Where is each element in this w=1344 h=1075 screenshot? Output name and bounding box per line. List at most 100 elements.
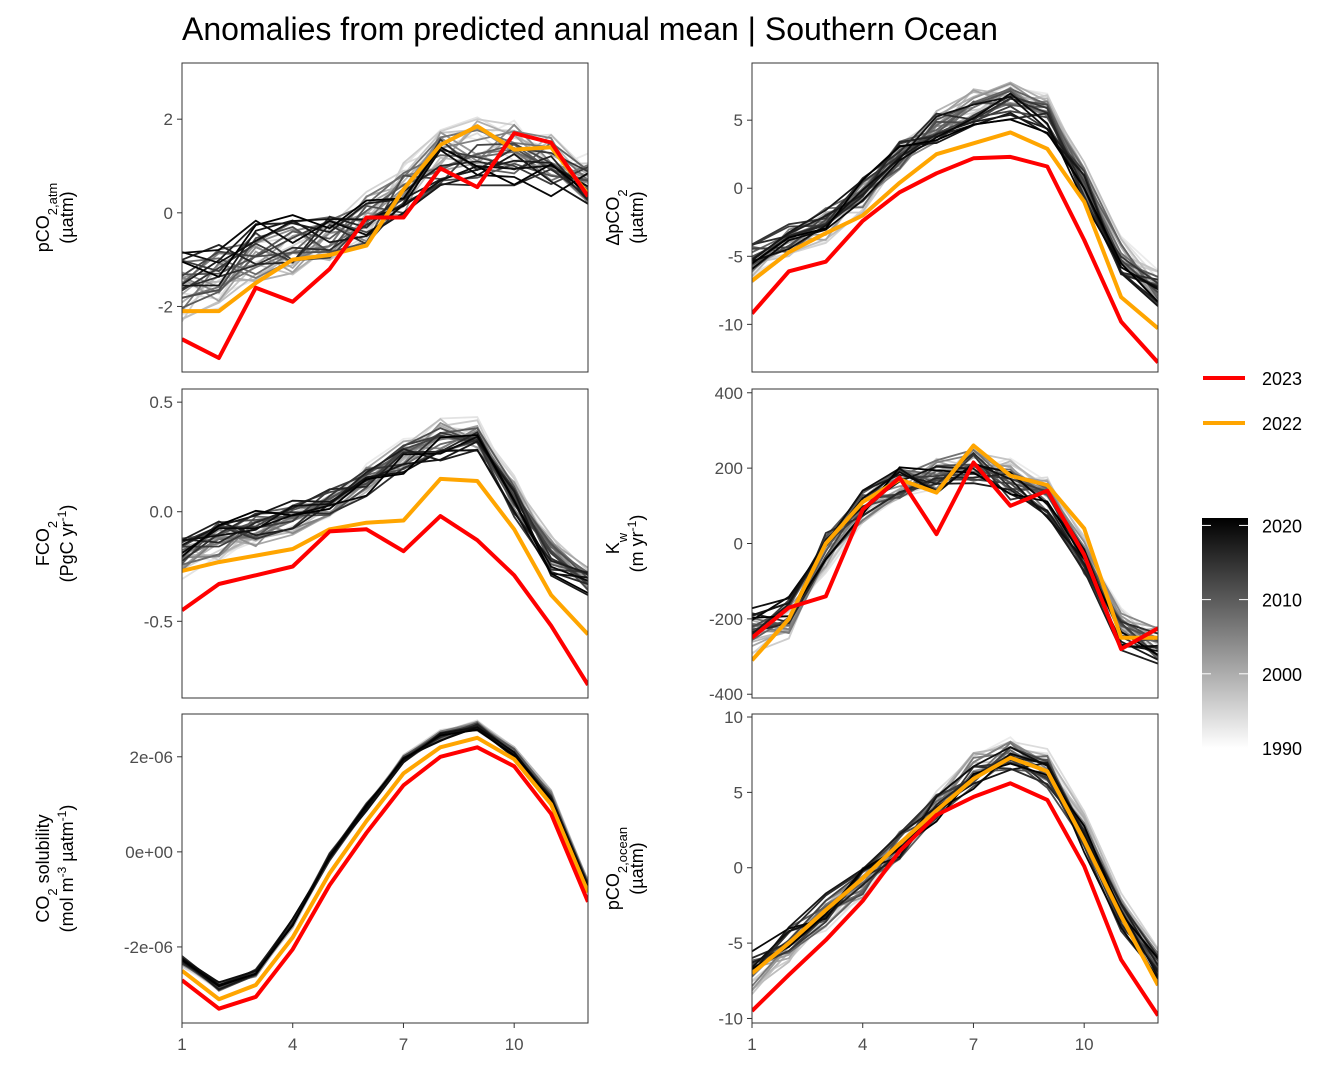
panel-frame (751, 388, 1159, 699)
year-line-1994 (752, 457, 1158, 654)
year-line-1994 (182, 419, 588, 572)
year-line-1997 (752, 745, 1158, 991)
year-line-2002 (182, 127, 588, 288)
year-line-2015 (752, 97, 1158, 281)
y-axis-title-line1: Kw (603, 532, 630, 554)
y-tick-label: 0 (734, 179, 743, 198)
year-line-1991 (182, 719, 588, 989)
year-line-2016 (182, 155, 588, 266)
year-line-2021 (182, 728, 588, 988)
y-tick-label: 5 (734, 783, 743, 802)
y-axis-title-line2: (µatm) (627, 191, 647, 243)
plot-area (182, 719, 588, 1011)
series-line-2022 (752, 755, 1158, 987)
series-line-2023 (182, 131, 588, 360)
year-line-1991 (752, 455, 1158, 646)
y-axis-title: CO2 solubility(mol m-3 µatm-1) (33, 805, 77, 933)
panel-pco2atm: -2 0 2 pCO2,atm(µatm) (33, 62, 589, 373)
y-axis-title: FCO2(PgC yr-1) (33, 505, 77, 583)
colorbar-label-1990: 1990 (1262, 739, 1302, 759)
series-line-2023 (752, 781, 1158, 1017)
colorbar-label-2000: 2000 (1262, 665, 1302, 685)
y-axis-title: ΔpCO2(µatm) (603, 189, 647, 245)
y-tick-label: -400 (709, 685, 743, 704)
year-line-1990 (752, 457, 1158, 641)
y-axis-title-line2: (m yr-1) (625, 515, 647, 573)
year-line-2013 (752, 105, 1158, 305)
series-line-2023 (752, 460, 1158, 651)
y-tick-label: 2e-06 (130, 748, 173, 767)
y-tick-label: -10 (718, 315, 743, 334)
y-tick-label: 0 (734, 859, 743, 878)
year-line-2002 (752, 465, 1158, 651)
year-line-2009 (182, 724, 588, 990)
plot-area (752, 443, 1158, 665)
series-line-2022 (182, 735, 588, 1002)
y-axis-title-line2: (mol m-3 µatm-1) (55, 805, 77, 933)
year-line-2010 (182, 726, 588, 989)
panel-frame (751, 62, 1159, 373)
year-line-2021 (182, 146, 588, 278)
year-line-2004 (752, 453, 1158, 659)
legend-label-2022: 2022 (1262, 414, 1302, 434)
year-line-2017 (182, 159, 588, 286)
series-line-2023 (182, 514, 588, 686)
x-tick-label: 7 (969, 1035, 978, 1054)
y-tick-label: -10 (718, 1009, 743, 1028)
plot-area (182, 116, 588, 360)
y-tick-label: -200 (709, 610, 743, 629)
y-axis-title-line1: pCO2,atm (33, 183, 60, 253)
y-tick-label: 0.0 (149, 503, 173, 522)
y-tick-label: 400 (715, 384, 743, 403)
year-line-2011 (752, 463, 1158, 642)
year-line-2007 (182, 150, 588, 276)
x-tick-label: 10 (1075, 1035, 1094, 1054)
y-axis-title-line1: pCO2,ocean (603, 827, 630, 910)
year-line-2010 (752, 463, 1158, 641)
y-tick-label: 0 (164, 204, 173, 223)
colorbar-label-2020: 2020 (1262, 516, 1302, 536)
series-line-2023 (182, 745, 588, 1011)
y-axis-title-line1: CO2 solubility (33, 814, 60, 922)
year-line-2021 (752, 762, 1158, 970)
year-line-2014 (752, 453, 1158, 657)
y-axis-title: Kw(m yr-1) (603, 515, 647, 573)
year-line-2018 (182, 440, 588, 596)
x-tick-label: 4 (288, 1035, 297, 1054)
panel-dpco2: -10 -5 0 5 ΔpCO2(µatm) (603, 62, 1159, 373)
figure-title: Anomalies from predicted annual mean | S… (182, 11, 998, 47)
year-line-2007 (182, 434, 588, 583)
y-tick-label: -0.5 (144, 612, 173, 631)
plot-area (182, 416, 588, 686)
year-line-2001 (752, 463, 1158, 641)
y-tick-label: 5 (734, 111, 743, 130)
y-tick-label: 2 (164, 110, 173, 129)
y-tick-label: 0.5 (149, 393, 173, 412)
year-line-1999 (752, 459, 1158, 647)
year-line-2021 (182, 434, 588, 594)
series-line-2022 (752, 443, 1158, 662)
plot-area (752, 81, 1158, 364)
year-line-2021 (752, 118, 1158, 303)
panel-pco2ocean: -10 -5 0 5 10 1 4 7 10 pCO2,ocean(µatm) (603, 708, 1159, 1054)
y-tick-label: 0 (734, 535, 743, 554)
year-line-2020 (752, 463, 1158, 648)
y-tick-label: 0e+00 (125, 843, 173, 862)
panel-frame (751, 713, 1159, 1024)
year-line-1998 (182, 120, 588, 304)
y-axis-title: pCO2,ocean(µatm) (603, 827, 647, 910)
panel-solubility: -2e-06 0e+00 2e-06 1 4 7 10 CO2 solubility(mol … (33, 713, 589, 1054)
year-line-2006 (752, 89, 1158, 285)
panel-frame (181, 62, 589, 373)
year-line-2019 (182, 164, 588, 264)
year-line-2005 (752, 464, 1158, 639)
y-tick-label: -5 (728, 247, 743, 266)
year-line-2007 (752, 466, 1158, 643)
legend: 2023 2022 2020 2010 2000 1990 (1202, 369, 1302, 759)
y-axis-title-line2: (µatm) (57, 191, 77, 243)
series-line-2023 (752, 154, 1158, 364)
y-tick-label: -2e-06 (124, 938, 173, 957)
year-line-2019 (752, 746, 1158, 977)
y-tick-label: 10 (724, 708, 743, 727)
x-tick-label: 10 (505, 1035, 524, 1054)
